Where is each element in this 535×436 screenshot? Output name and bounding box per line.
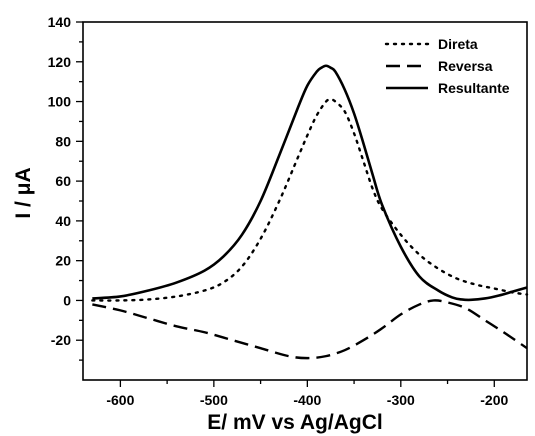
series-line-reversa	[92, 299, 528, 360]
y-tick-label: 20	[55, 253, 71, 269]
legend-label-direta: Direta	[438, 36, 478, 52]
y-tick-label: 40	[55, 213, 71, 229]
series-line-resultante	[92, 64, 528, 302]
legend: Direta Reversa Resultante	[384, 36, 510, 96]
legend-label-resultante: Resultante	[438, 80, 510, 96]
y-tick-label: -20	[51, 332, 71, 348]
x-axis-title: E/ mV vs Ag/AgCl	[207, 411, 382, 434]
x-tick-label: -300	[387, 392, 415, 408]
y-tick-label: 80	[55, 133, 71, 149]
ticks-layer: -600 -500 -400 -300 -200-2002040608010012014…	[48, 14, 509, 408]
x-tick-label: -600	[106, 392, 134, 408]
y-tick-label: 120	[48, 54, 72, 70]
y-tick-label: 100	[48, 94, 72, 110]
y-tick-label: 60	[55, 173, 71, 189]
x-tick-label: -400	[293, 392, 321, 408]
x-tick-label: -200	[480, 392, 508, 408]
plot-frame	[82, 21, 528, 381]
y-tick-label: 0	[63, 292, 71, 308]
x-tick-label: -500	[200, 392, 228, 408]
series-layer	[91, 64, 529, 360]
y-axis-title: I / μA	[12, 167, 35, 218]
series-line-direta	[91, 98, 529, 302]
legend-label-reversa: Reversa	[438, 58, 493, 74]
y-tick-label: 140	[48, 14, 72, 30]
plot-border	[82, 21, 528, 381]
